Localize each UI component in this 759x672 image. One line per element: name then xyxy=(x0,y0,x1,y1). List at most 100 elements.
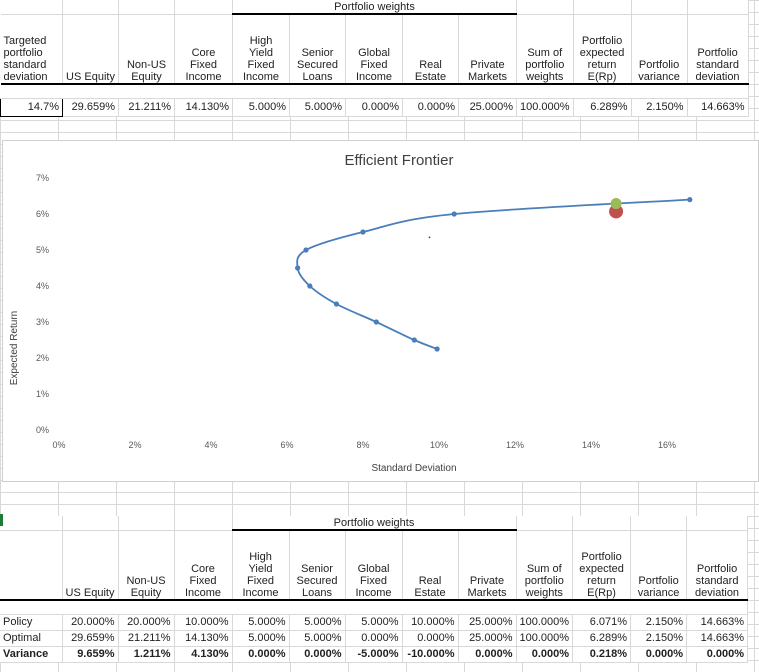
top-header-cell[interactable]: Portfolio expected return E(Rp) xyxy=(573,14,632,85)
bottom-value-cell[interactable]: 0.000% xyxy=(458,646,517,663)
bottom-value-cell[interactable]: 5.000% xyxy=(289,614,346,631)
top-value-cell[interactable]: 100.000% xyxy=(516,98,574,117)
top-header-cell[interactable]: Portfolio standard deviation xyxy=(687,14,749,85)
bottom-value-cell[interactable]: 0.000% xyxy=(516,646,574,663)
top-header-cell[interactable]: Global Fixed Income xyxy=(345,14,403,85)
bottom-value-cell[interactable]: 100.000% xyxy=(516,630,574,647)
bottom-header-cell[interactable]: Sum of portfolio weights xyxy=(516,530,574,601)
frontier-point[interactable] xyxy=(307,283,313,289)
bottom-value-cell[interactable]: 5.000% xyxy=(232,630,290,647)
bottom-value-cell[interactable]: 9.659% xyxy=(62,646,119,663)
frontier-line[interactable] xyxy=(296,198,690,350)
top-blank-cell[interactable] xyxy=(0,0,63,15)
bottom-blank-cell[interactable] xyxy=(516,516,574,531)
top-value-cell[interactable]: 25.000% xyxy=(458,98,517,117)
bottom-header-cell[interactable]: Real Estate xyxy=(402,530,459,601)
bottom-spacer-row[interactable] xyxy=(0,599,749,615)
row-label[interactable]: Variance xyxy=(0,646,63,663)
bottom-value-cell[interactable]: 20.000% xyxy=(118,614,175,631)
bottom-value-cell[interactable]: 21.211% xyxy=(118,630,175,647)
frontier-point[interactable] xyxy=(687,197,693,203)
bottom-value-cell[interactable]: 6.071% xyxy=(572,614,632,631)
bottom-value-cell[interactable]: 0.000% xyxy=(402,630,459,647)
top-spacer-row[interactable] xyxy=(0,83,749,99)
top-header-cell[interactable]: Core Fixed Income xyxy=(174,14,233,85)
top-value-cell[interactable]: 29.659% xyxy=(62,98,119,117)
optimal-portfolio-point[interactable] xyxy=(610,198,622,210)
bottom-value-cell[interactable]: 10.000% xyxy=(402,614,459,631)
top-blank-cell[interactable] xyxy=(516,0,574,15)
top-header-cell[interactable]: Portfolio variance xyxy=(631,14,688,85)
bottom-value-cell[interactable]: 100.000% xyxy=(516,614,574,631)
bottom-value-cell[interactable]: 5.000% xyxy=(345,614,403,631)
bottom-value-cell[interactable]: 2.150% xyxy=(630,614,688,631)
frontier-point[interactable] xyxy=(411,337,417,343)
top-value-cell[interactable]: 2.150% xyxy=(631,98,688,117)
top-value-cell[interactable]: 14.130% xyxy=(174,98,233,117)
top-value-cell[interactable]: 21.211% xyxy=(118,98,175,117)
frontier-point[interactable] xyxy=(303,247,309,253)
top-header-cell[interactable]: Private Markets xyxy=(458,14,517,85)
top-group-header[interactable]: Portfolio weights xyxy=(232,0,517,15)
top-header-cell[interactable]: Non-US Equity xyxy=(118,14,175,85)
bottom-value-cell[interactable]: 14.663% xyxy=(686,630,749,647)
bottom-value-cell[interactable]: 10.000% xyxy=(174,614,233,631)
bottom-header-cell[interactable]: High Yield Fixed Income xyxy=(232,530,290,601)
top-header-cell[interactable]: High Yield Fixed Income xyxy=(232,14,290,85)
frontier-point[interactable] xyxy=(373,319,379,325)
bottom-header-cell[interactable]: Non-US Equity xyxy=(118,530,175,601)
bottom-value-cell[interactable]: 6.289% xyxy=(572,630,632,647)
frontier-point[interactable] xyxy=(333,301,339,307)
bottom-header-cell[interactable]: Global Fixed Income xyxy=(345,530,403,601)
row-label[interactable]: Policy xyxy=(0,614,63,631)
frontier-point[interactable] xyxy=(434,346,440,352)
bottom-blank-cell[interactable] xyxy=(118,516,175,531)
bottom-blank-cell[interactable] xyxy=(0,516,63,531)
bottom-value-cell[interactable]: 14.663% xyxy=(686,614,749,631)
bottom-header-cell[interactable]: Core Fixed Income xyxy=(174,530,233,601)
target-stdev-input[interactable]: 14.7% xyxy=(0,97,63,117)
bottom-value-cell[interactable]: 29.659% xyxy=(62,630,119,647)
bottom-value-cell[interactable]: 25.000% xyxy=(458,630,517,647)
bottom-value-cell[interactable]: 1.211% xyxy=(118,646,175,663)
top-blank-cell[interactable] xyxy=(687,0,749,15)
top-header-cell[interactable]: US Equity xyxy=(62,14,119,85)
frontier-point[interactable] xyxy=(295,265,301,271)
bottom-blank-cell[interactable] xyxy=(630,516,688,531)
bottom-header-cell[interactable]: Portfolio variance xyxy=(630,530,688,601)
bottom-header-cell[interactable]: Portfolio standard deviation xyxy=(686,530,749,601)
bottom-value-cell[interactable]: 0.000% xyxy=(232,646,290,663)
top-header-cell[interactable]: Senior Secured Loans xyxy=(289,14,346,85)
bottom-value-cell[interactable]: 4.130% xyxy=(174,646,233,663)
bottom-blank-cell[interactable] xyxy=(174,516,233,531)
bottom-value-cell[interactable]: 5.000% xyxy=(232,614,290,631)
policy-portfolio-point[interactable] xyxy=(609,204,624,219)
bottom-blank-cell[interactable] xyxy=(572,516,632,531)
top-value-cell[interactable]: 0.000% xyxy=(345,98,403,117)
frontier-point[interactable] xyxy=(360,229,366,235)
top-blank-cell[interactable] xyxy=(174,0,233,15)
bottom-blank-cell[interactable] xyxy=(62,516,119,531)
top-value-cell[interactable]: 6.289% xyxy=(573,98,632,117)
bottom-value-cell[interactable]: 0.218% xyxy=(572,646,632,663)
bottom-header-cell[interactable] xyxy=(0,530,63,601)
top-value-cell[interactable]: 0.000% xyxy=(402,98,459,117)
bottom-blank-cell[interactable] xyxy=(686,516,749,531)
bottom-value-cell[interactable]: -5.000% xyxy=(345,646,403,663)
bottom-value-cell[interactable]: 25.000% xyxy=(458,614,517,631)
top-blank-cell[interactable] xyxy=(631,0,688,15)
bottom-header-cell[interactable]: Senior Secured Loans xyxy=(289,530,346,601)
bottom-value-cell[interactable]: 0.000% xyxy=(630,646,688,663)
row-label[interactable]: Optimal xyxy=(0,630,63,647)
efficient-frontier-chart[interactable]: Efficient Frontier Expected Return Stand… xyxy=(2,140,759,482)
frontier-point[interactable] xyxy=(451,211,457,217)
bottom-value-cell[interactable]: 14.130% xyxy=(174,630,233,647)
bottom-value-cell[interactable]: 5.000% xyxy=(289,630,346,647)
top-header-cell[interactable]: Real Estate xyxy=(402,14,459,85)
top-blank-cell[interactable] xyxy=(62,0,119,15)
top-value-cell[interactable]: 5.000% xyxy=(232,98,290,117)
bottom-header-cell[interactable]: Portfolio expected return E(Rp) xyxy=(572,530,632,601)
bottom-value-cell[interactable]: 20.000% xyxy=(62,614,119,631)
bottom-value-cell[interactable]: 0.000% xyxy=(289,646,346,663)
top-blank-cell[interactable] xyxy=(573,0,632,15)
